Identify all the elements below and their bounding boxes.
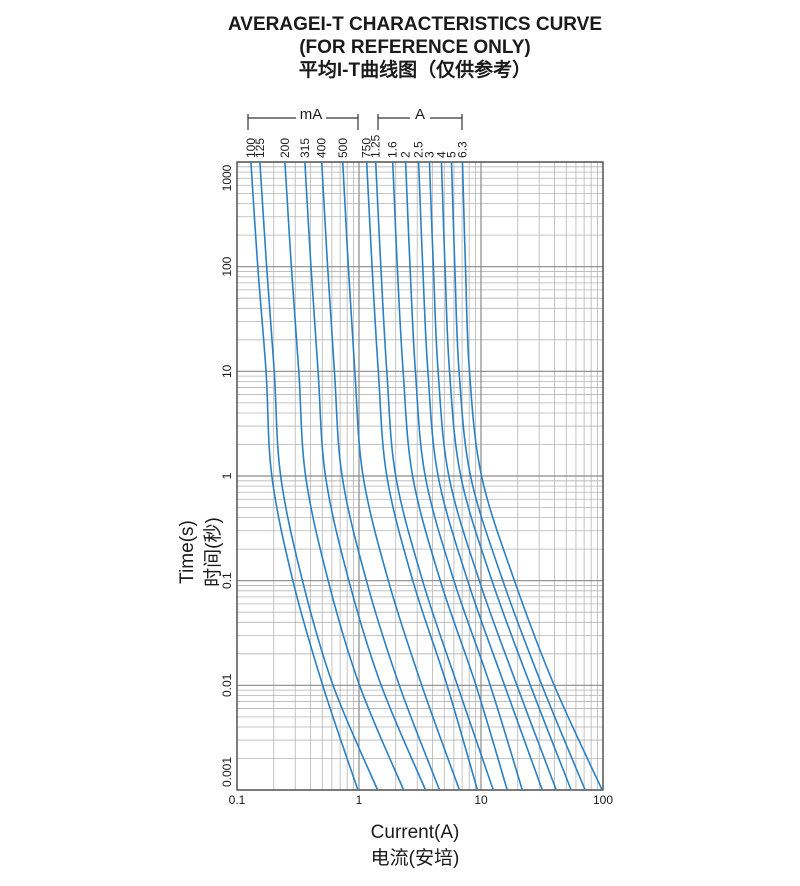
- curve: [284, 161, 405, 791]
- rating-label: 125: [253, 138, 267, 158]
- y-tick-label: 1000: [220, 164, 234, 191]
- y-tick-label: 10: [220, 364, 234, 378]
- curve: [320, 161, 441, 791]
- curve: [259, 161, 379, 791]
- x-axis-label: 电流(安培): [371, 847, 460, 869]
- curve: [250, 161, 359, 791]
- curve: [428, 161, 558, 791]
- rating-label: 750: [360, 138, 374, 158]
- x-tick-label: 100: [593, 793, 613, 807]
- curve: [365, 161, 479, 791]
- rating-label: 400: [315, 138, 329, 158]
- rating-label: 5: [444, 151, 458, 158]
- y-tick-label: 1: [220, 472, 234, 479]
- curve: [461, 161, 603, 791]
- chart-subtitle: 平均I-T曲线图（仅供参考）: [299, 58, 531, 81]
- rating-label: 500: [336, 138, 350, 158]
- chart-title: AVERAGEI-T CHARACTERISTICS CURVE: [228, 14, 602, 35]
- unit-label: A: [415, 106, 425, 123]
- y-tick-label: 0.1: [220, 572, 234, 589]
- curve: [391, 161, 508, 791]
- x-tick-label: 0.1: [229, 793, 246, 807]
- curve: [450, 161, 586, 791]
- plot-frame: [236, 161, 604, 791]
- curve: [341, 161, 461, 791]
- rating-label: 1.25: [369, 134, 383, 158]
- curve: [374, 161, 495, 791]
- rating-label: 315: [298, 138, 312, 158]
- rating-label: 1.6: [386, 141, 400, 158]
- rating-label: 2.5: [412, 141, 426, 158]
- x-axis-label: Current(A): [371, 822, 460, 843]
- rating-label: 6.3: [455, 141, 469, 158]
- rating-label: 3: [422, 151, 436, 158]
- rating-label: 2: [399, 151, 413, 158]
- rating-label: 200: [278, 138, 292, 158]
- y-tick-label: 0.01: [220, 673, 234, 697]
- label-bg: [410, 106, 430, 122]
- x-tick-label: 10: [474, 793, 488, 807]
- rating-label: 100: [244, 138, 258, 158]
- y-tick-label: 0.001: [220, 757, 234, 787]
- label-bg: [296, 106, 326, 122]
- curve: [440, 161, 572, 791]
- rating-label: 4: [434, 151, 448, 158]
- curve: [404, 161, 524, 791]
- curve: [417, 161, 544, 791]
- chart-subtitle: (FOR REFERENCE ONLY): [299, 37, 531, 58]
- y-axis-label: 时间(秒): [202, 517, 224, 587]
- x-tick-label: 1: [356, 793, 363, 807]
- unit-label: mA: [300, 106, 323, 123]
- curve: [304, 161, 427, 791]
- y-axis-label: Time(s): [177, 520, 198, 584]
- y-tick-label: 100: [220, 256, 234, 276]
